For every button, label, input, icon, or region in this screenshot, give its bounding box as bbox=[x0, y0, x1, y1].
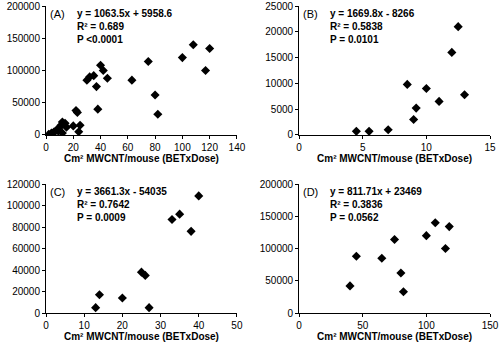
svg-text:0: 0 bbox=[296, 142, 302, 153]
svg-text:20000: 20000 bbox=[12, 286, 40, 297]
svg-text:150000: 150000 bbox=[260, 211, 294, 222]
svg-text:10000: 10000 bbox=[265, 78, 293, 89]
svg-text:200000: 200000 bbox=[7, 1, 41, 12]
svg-text:60000: 60000 bbox=[12, 243, 40, 254]
svg-text:0: 0 bbox=[34, 308, 40, 319]
svg-text:140: 140 bbox=[229, 142, 246, 153]
svg-text:y = 1063.5x + 5958.6R² = 0.689: y = 1063.5x + 5958.6R² = 0.689P <0.0001 bbox=[77, 8, 173, 45]
svg-text:20000: 20000 bbox=[265, 26, 293, 37]
svg-text:0: 0 bbox=[43, 320, 49, 331]
svg-text:0: 0 bbox=[288, 129, 294, 140]
svg-text:5000: 5000 bbox=[271, 104, 294, 115]
svg-text:40000: 40000 bbox=[12, 265, 40, 276]
svg-text:40: 40 bbox=[95, 142, 107, 153]
svg-text:10: 10 bbox=[79, 320, 91, 331]
svg-text:0: 0 bbox=[296, 320, 302, 331]
svg-text:(B): (B) bbox=[303, 8, 318, 20]
svg-text:y = 1669.8x - 8266R² = 0.5838P: y = 1669.8x - 8266R² = 0.5838P = 0.0101 bbox=[330, 8, 415, 45]
svg-text:Cm² MWCNT/mouse (BETxDose): Cm² MWCNT/mouse (BETxDose) bbox=[317, 153, 472, 164]
svg-text:20: 20 bbox=[68, 142, 80, 153]
svg-text:50000: 50000 bbox=[12, 97, 40, 108]
svg-text:100000: 100000 bbox=[7, 200, 41, 211]
svg-text:5: 5 bbox=[360, 142, 366, 153]
svg-text:50000: 50000 bbox=[265, 275, 293, 286]
svg-text:y = 3661.3x - 54035R² = 0.7642: y = 3661.3x - 54035R² = 0.7642P = 0.0009 bbox=[77, 186, 167, 223]
svg-text:y = 811.71x + 23469R² = 0.3836: y = 811.71x + 23469R² = 0.3836P = 0.0562 bbox=[330, 186, 422, 223]
svg-text:200000: 200000 bbox=[260, 179, 294, 190]
svg-text:25000: 25000 bbox=[265, 1, 293, 12]
svg-text:80: 80 bbox=[150, 142, 162, 153]
svg-text:120000: 120000 bbox=[7, 179, 41, 190]
svg-text:20: 20 bbox=[117, 320, 129, 331]
svg-text:0: 0 bbox=[34, 129, 40, 140]
svg-text:0: 0 bbox=[43, 142, 49, 153]
svg-text:(D): (D) bbox=[303, 186, 318, 198]
svg-text:(A): (A) bbox=[50, 8, 65, 20]
svg-text:100000: 100000 bbox=[7, 65, 41, 76]
svg-text:Cm² MWCNT/mouse (BETxDose): Cm² MWCNT/mouse (BETxDose) bbox=[64, 331, 219, 342]
svg-text:100: 100 bbox=[418, 320, 435, 331]
svg-text:Cm² MWCNT/mouse (BETxDose): Cm² MWCNT/mouse (BETxDose) bbox=[64, 153, 219, 164]
svg-text:150000: 150000 bbox=[7, 33, 41, 44]
svg-text:15: 15 bbox=[484, 142, 496, 153]
svg-text:120: 120 bbox=[201, 142, 218, 153]
svg-text:80000: 80000 bbox=[12, 222, 40, 233]
svg-text:100000: 100000 bbox=[260, 243, 294, 254]
svg-text:150: 150 bbox=[482, 320, 499, 331]
svg-text:50: 50 bbox=[231, 320, 243, 331]
svg-text:(C): (C) bbox=[50, 186, 65, 198]
svg-text:10: 10 bbox=[421, 142, 433, 153]
svg-text:30: 30 bbox=[155, 320, 167, 331]
svg-text:40: 40 bbox=[193, 320, 205, 331]
svg-text:15000: 15000 bbox=[265, 52, 293, 63]
svg-text:100: 100 bbox=[174, 142, 191, 153]
svg-text:Cm² MWCNT/mouse (BETxDose): Cm² MWCNT/mouse (BETxDose) bbox=[317, 331, 472, 342]
svg-text:50: 50 bbox=[357, 320, 369, 331]
svg-text:60: 60 bbox=[122, 142, 134, 153]
svg-text:0: 0 bbox=[288, 308, 294, 319]
